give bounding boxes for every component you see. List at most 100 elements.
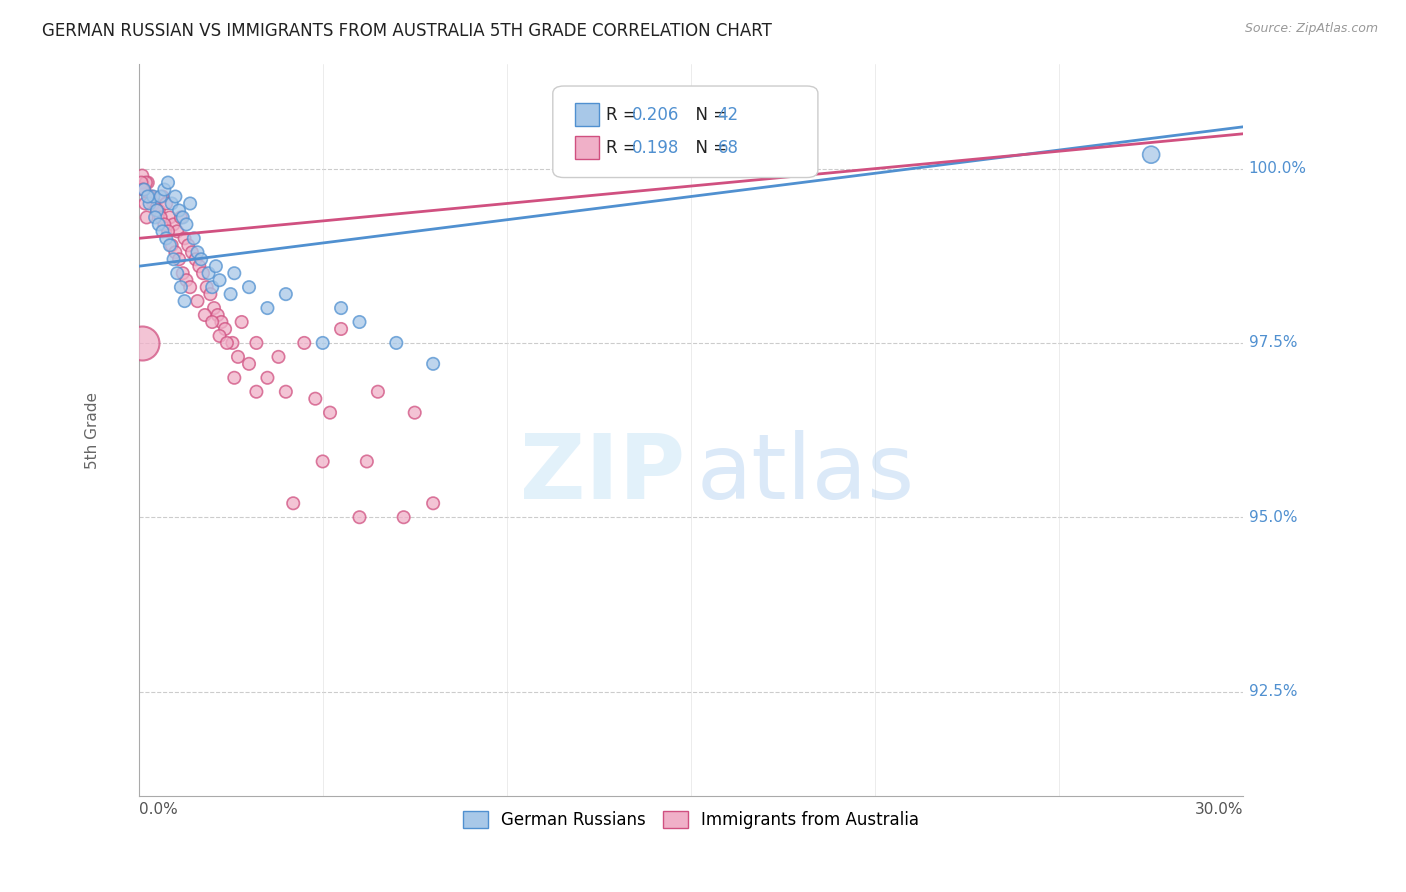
Point: [238, 280, 260, 294]
Point: [149, 189, 172, 203]
Point: [422, 357, 444, 371]
Point: [131, 176, 153, 190]
Point: [131, 335, 153, 350]
Point: [367, 384, 389, 399]
Point: [166, 266, 188, 280]
Point: [165, 189, 187, 203]
Text: 92.5%: 92.5%: [1249, 684, 1298, 699]
Text: 100.0%: 100.0%: [1249, 161, 1306, 176]
Point: [349, 510, 371, 524]
Point: [131, 169, 153, 183]
Text: 68: 68: [717, 138, 738, 156]
Point: [311, 335, 333, 350]
Point: [349, 315, 371, 329]
Point: [146, 203, 169, 218]
Point: [385, 335, 408, 350]
Point: [404, 406, 426, 420]
Point: [181, 245, 204, 260]
Point: [152, 224, 174, 238]
Point: [208, 329, 231, 343]
Point: [132, 183, 155, 197]
Point: [167, 203, 190, 218]
Point: [201, 280, 224, 294]
Point: [166, 224, 188, 238]
Text: 0.206: 0.206: [633, 105, 679, 124]
Text: GERMAN RUSSIAN VS IMMIGRANTS FROM AUSTRALIA 5TH GRADE CORRELATION CHART: GERMAN RUSSIAN VS IMMIGRANTS FROM AUSTRA…: [42, 22, 772, 40]
Point: [183, 231, 205, 245]
Point: [176, 273, 198, 287]
Point: [1140, 147, 1163, 161]
Point: [162, 218, 184, 232]
Point: [221, 335, 243, 350]
Point: [132, 183, 155, 197]
Point: [148, 218, 170, 232]
Point: [191, 266, 214, 280]
Point: [159, 211, 181, 225]
Point: [304, 392, 326, 406]
Point: [205, 259, 228, 273]
Point: [176, 218, 198, 232]
Point: [157, 224, 180, 238]
Point: [201, 315, 224, 329]
Text: N =: N =: [685, 138, 733, 156]
Point: [392, 510, 415, 524]
Text: N =: N =: [685, 105, 733, 124]
Point: [153, 183, 176, 197]
Point: [200, 287, 222, 301]
Point: [141, 189, 163, 203]
Point: [159, 238, 181, 252]
Point: [245, 335, 267, 350]
Point: [162, 252, 184, 267]
Point: [172, 266, 194, 280]
FancyBboxPatch shape: [553, 86, 818, 178]
Point: [319, 406, 342, 420]
Point: [138, 189, 160, 203]
Text: Source: ZipAtlas.com: Source: ZipAtlas.com: [1244, 22, 1378, 36]
Text: 0.0%: 0.0%: [139, 802, 177, 817]
Point: [170, 211, 193, 225]
Point: [157, 176, 180, 190]
Point: [422, 496, 444, 510]
Point: [188, 259, 211, 273]
Text: R =: R =: [606, 105, 641, 124]
Point: [148, 203, 170, 218]
Point: [165, 245, 187, 260]
Point: [134, 196, 156, 211]
Point: [173, 294, 195, 309]
Point: [197, 266, 219, 280]
Point: [146, 203, 169, 218]
Point: [153, 218, 176, 232]
Point: [177, 238, 200, 252]
Point: [330, 301, 353, 315]
Point: [142, 196, 165, 211]
Point: [136, 189, 159, 203]
Point: [256, 301, 278, 315]
Point: [311, 454, 333, 468]
Text: 97.5%: 97.5%: [1249, 335, 1298, 351]
Bar: [575, 136, 599, 160]
Point: [179, 196, 201, 211]
Point: [160, 238, 183, 252]
Point: [190, 252, 212, 267]
Point: [356, 454, 378, 468]
Point: [256, 371, 278, 385]
Text: 0.198: 0.198: [633, 138, 679, 156]
Point: [136, 176, 159, 190]
Point: [160, 196, 183, 211]
Point: [149, 211, 172, 225]
Point: [186, 294, 208, 309]
Point: [224, 266, 246, 280]
Point: [215, 335, 238, 350]
Point: [274, 384, 297, 399]
Point: [202, 301, 225, 315]
Point: [135, 176, 157, 190]
Point: [152, 189, 174, 203]
Text: 42: 42: [717, 105, 738, 124]
Point: [132, 183, 155, 197]
Point: [155, 196, 177, 211]
Point: [207, 308, 229, 322]
Text: 95.0%: 95.0%: [1249, 509, 1298, 524]
Point: [155, 231, 177, 245]
Point: [194, 308, 217, 322]
Point: [195, 280, 218, 294]
